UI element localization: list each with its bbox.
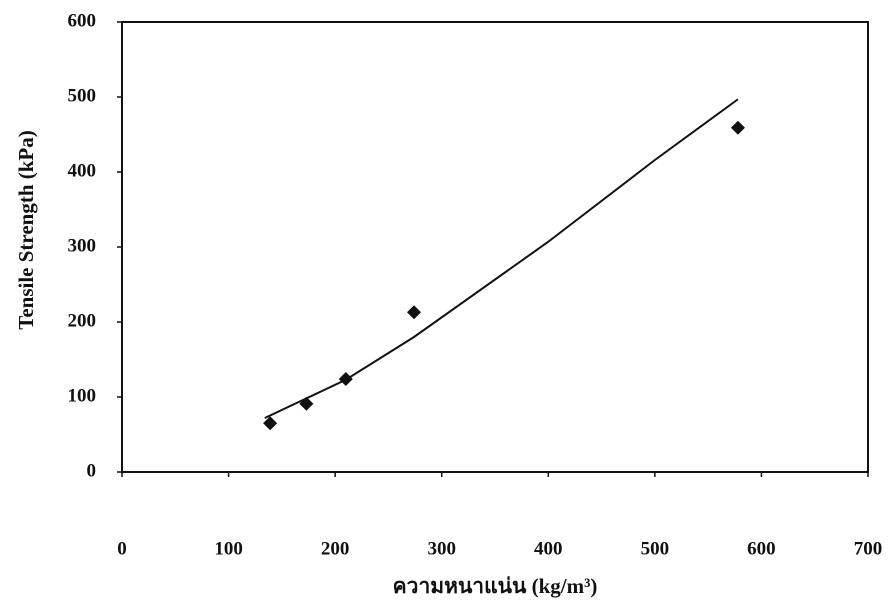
data-point <box>263 416 278 431</box>
y-tick-label: 500 <box>68 85 97 106</box>
trend-line <box>264 98 739 419</box>
x-tick-label: 200 <box>321 538 350 559</box>
x-tick-label: 600 <box>747 538 776 559</box>
y-axis-title: Tensile Strength (kPa) <box>14 130 38 330</box>
x-tick-label: 400 <box>534 538 563 559</box>
y-tick-label: 100 <box>68 385 97 406</box>
x-tick-label: 0 <box>117 538 127 559</box>
x-axis-title: ความหนาแน่น (kg/m³) <box>393 574 598 598</box>
y-tick-label: 0 <box>87 460 97 481</box>
data-point <box>730 120 745 135</box>
data-point <box>407 305 422 320</box>
x-tick-label: 300 <box>427 538 456 559</box>
y-tick-label: 300 <box>68 235 97 256</box>
x-tick-label: 500 <box>641 538 670 559</box>
y-tick-label: 400 <box>68 160 97 181</box>
x-tick-label: 100 <box>214 538 243 559</box>
plot-frame <box>121 21 869 473</box>
y-tick-label: 600 <box>68 10 97 31</box>
x-tick-label: 700 <box>854 538 883 559</box>
y-tick-label: 200 <box>68 310 97 331</box>
